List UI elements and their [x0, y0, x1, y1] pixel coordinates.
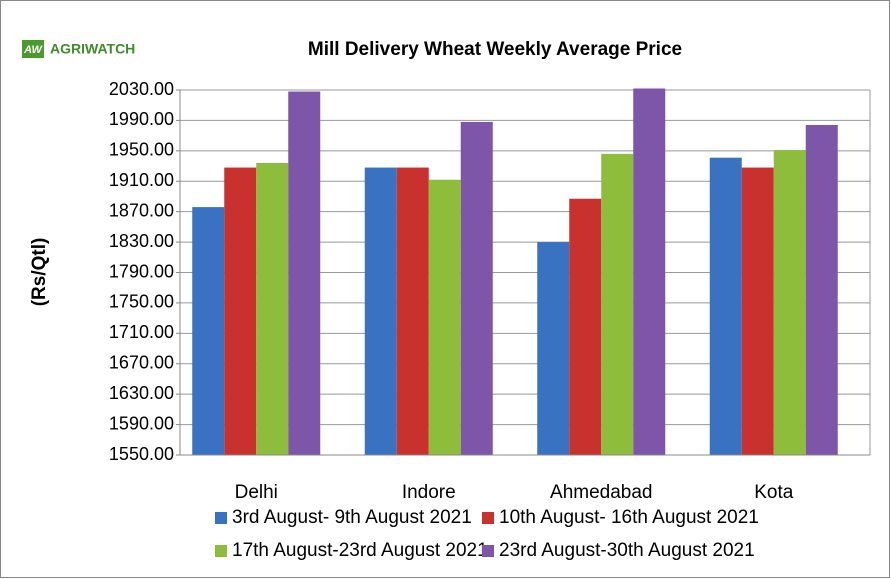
legend-label: 10th August- 16th August 2021 — [499, 507, 759, 528]
bar — [460, 121, 493, 455]
logo-icon-bg — [22, 40, 44, 58]
y-tick-label: 1910.00 — [109, 170, 174, 190]
x-tick-label: Delhi — [235, 482, 278, 503]
y-tick-label: 1590.00 — [109, 413, 174, 433]
bar — [364, 167, 397, 455]
y-tick-label: 2030.00 — [109, 79, 174, 99]
bar — [805, 124, 838, 456]
legend-swatch — [482, 512, 494, 524]
x-tick-label: Indore — [402, 482, 456, 503]
legend-swatch — [482, 545, 494, 557]
y-tick-label: 1870.00 — [109, 200, 174, 220]
y-tick-label: 1710.00 — [109, 322, 174, 342]
legend-swatch — [215, 512, 227, 524]
y-axis-label: (Rs/Qtl) — [29, 238, 50, 307]
y-tick-label: 1950.00 — [109, 140, 174, 160]
x-tick-label: Ahmedabad — [550, 482, 652, 503]
legend-label: 17th August-23rd August 2021 — [232, 540, 488, 561]
bar — [709, 157, 742, 456]
x-tick-label: Kota — [754, 482, 794, 503]
legend-label: 3rd August- 9th August 2021 — [232, 507, 472, 528]
bar — [428, 179, 461, 455]
chart-title: Mill Delivery Wheat Weekly Average Price — [308, 39, 682, 60]
legend-swatch — [215, 545, 227, 557]
logo-text: AGRIWATCH — [50, 41, 135, 57]
bar — [601, 153, 634, 455]
y-tick-label: 1990.00 — [109, 109, 174, 129]
legend-label: 23rd August-30th August 2021 — [499, 540, 755, 561]
y-tick-label: 1790.00 — [109, 261, 174, 281]
bar — [569, 198, 602, 456]
bar — [537, 242, 570, 455]
bar — [288, 91, 321, 455]
logo-icon: AW — [23, 44, 43, 56]
bar — [773, 150, 806, 455]
bar — [741, 167, 774, 455]
y-tick-label: 1670.00 — [109, 353, 174, 373]
y-tick-label: 1550.00 — [109, 444, 174, 464]
bar — [633, 88, 666, 456]
bar — [192, 207, 225, 455]
bar — [396, 167, 429, 455]
y-tick-label: 1750.00 — [109, 292, 174, 312]
bar — [256, 163, 289, 455]
y-tick-label: 1830.00 — [109, 231, 174, 251]
y-tick-label: 1630.00 — [109, 383, 174, 403]
bar — [224, 167, 257, 455]
